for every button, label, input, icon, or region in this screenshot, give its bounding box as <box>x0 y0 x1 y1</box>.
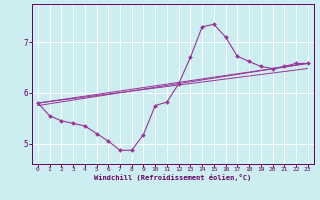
X-axis label: Windchill (Refroidissement éolien,°C): Windchill (Refroidissement éolien,°C) <box>94 174 252 181</box>
